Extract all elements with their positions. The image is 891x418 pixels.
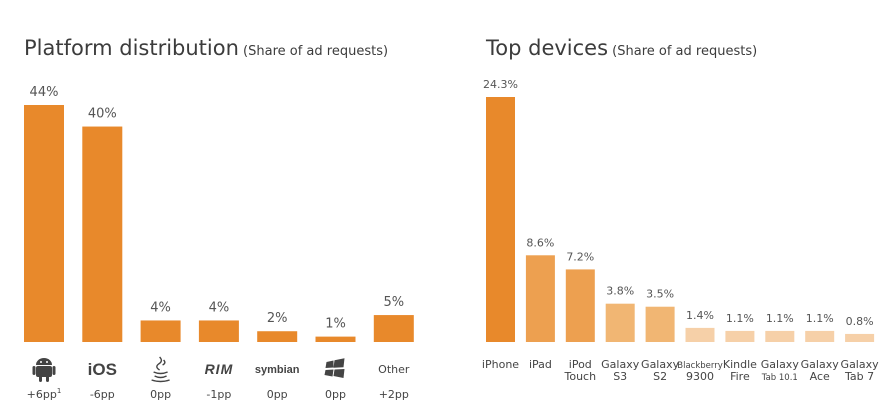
device-category-label: Galaxy: [841, 358, 880, 371]
device-bar-galaxy-ace: [805, 330, 835, 342]
platform-value-label: 44%: [30, 85, 59, 100]
device-value-label: 3.5%: [646, 288, 674, 301]
device-value-label: 1.1%: [726, 312, 754, 325]
platform-change-label: -1pp: [206, 388, 231, 401]
platform-value-label: 4%: [150, 300, 171, 315]
platform-bar-java: [140, 320, 181, 342]
devices-chart-title: Top devices (Share of ad requests): [485, 36, 757, 60]
devices-chart: Top devices (Share of ad requests) 24.3% i…: [482, 36, 879, 383]
platform-change-label: 0pp: [325, 388, 346, 401]
platform-bar-symbian: [257, 331, 298, 342]
device-value-label: 7.2%: [566, 250, 594, 263]
device-category-label: S2: [653, 370, 667, 383]
platform-value-label: 1%: [325, 317, 346, 332]
platform-chart-title: Platform distribution (Share of ad reque…: [24, 36, 388, 60]
device-value-label: 3.8%: [606, 285, 634, 298]
platform-value-label: 4%: [209, 300, 230, 315]
platform-value-label: 5%: [383, 295, 404, 310]
platform-change-label: 0pp: [267, 388, 288, 401]
platform-chart: Platform distribution (Share of ad reque…: [24, 36, 414, 401]
device-category-label: Kindle: [723, 358, 757, 371]
java-icon: [151, 356, 170, 383]
device-category-label: Galaxy: [801, 358, 840, 371]
device-value-label: 8.6%: [526, 236, 554, 249]
device-category-label: Fire: [730, 370, 750, 383]
device-bar-galaxy-s3: [605, 303, 635, 342]
device-bar-galaxy-tab-7: [845, 333, 875, 342]
device-category-label: Blackberry: [677, 361, 723, 371]
device-bar-ipod-touch: [565, 269, 595, 342]
device-value-label: 1.1%: [766, 312, 794, 325]
device-bar-galaxy-tab-10-1: [765, 330, 795, 342]
platform-value-label: 40%: [88, 107, 117, 122]
device-value-label: 24.3%: [483, 78, 518, 91]
device-category-label: S3: [613, 370, 627, 383]
symbian-logo: symbian: [255, 364, 300, 376]
platform-value-label: 2%: [267, 311, 288, 326]
platform-change-label: -6pp: [90, 388, 115, 401]
rim-logo: RIM: [205, 361, 234, 377]
device-value-label: 1.4%: [686, 309, 714, 322]
device-category-label: Ace: [810, 370, 830, 383]
device-category-label: 9300: [686, 370, 714, 383]
device-category-label: iPod: [569, 358, 592, 371]
device-bar-galaxy-s2: [645, 306, 675, 342]
platform-bar-rim: [198, 320, 239, 342]
device-value-label: 1.1%: [806, 312, 834, 325]
device-bar-iphone: [486, 97, 515, 342]
device-category-label: Tab 10.1: [761, 373, 798, 383]
device-bar-ipad: [525, 255, 555, 342]
device-category-label: iPad: [529, 358, 552, 371]
platform-bar-android: [24, 105, 64, 342]
device-value-label: 0.8%: [846, 315, 874, 328]
platform-change-label: +2pp: [379, 388, 409, 401]
device-bar-kindle-fire: [725, 330, 755, 342]
device-category-label: iPhone: [482, 358, 519, 371]
platform-bar-ios: [82, 126, 123, 342]
device-bar-blackberry-9300: [685, 327, 715, 342]
platform-change-label: 0pp: [150, 388, 171, 401]
ios-logo: iOS: [88, 360, 117, 379]
windows-icon: [324, 358, 345, 378]
platform-change-label: +6pp1: [27, 387, 62, 401]
device-category-label: Tab 7: [844, 370, 874, 383]
platform-bar-windows: [315, 336, 356, 342]
device-category-label: Galaxy: [601, 358, 640, 371]
android-icon: [32, 358, 56, 382]
other-label: Other: [378, 363, 410, 376]
platform-bar-other: [373, 315, 414, 342]
device-category-label: Touch: [564, 370, 597, 383]
device-category-label: Galaxy: [761, 358, 800, 371]
device-category-label: Galaxy: [641, 358, 680, 371]
